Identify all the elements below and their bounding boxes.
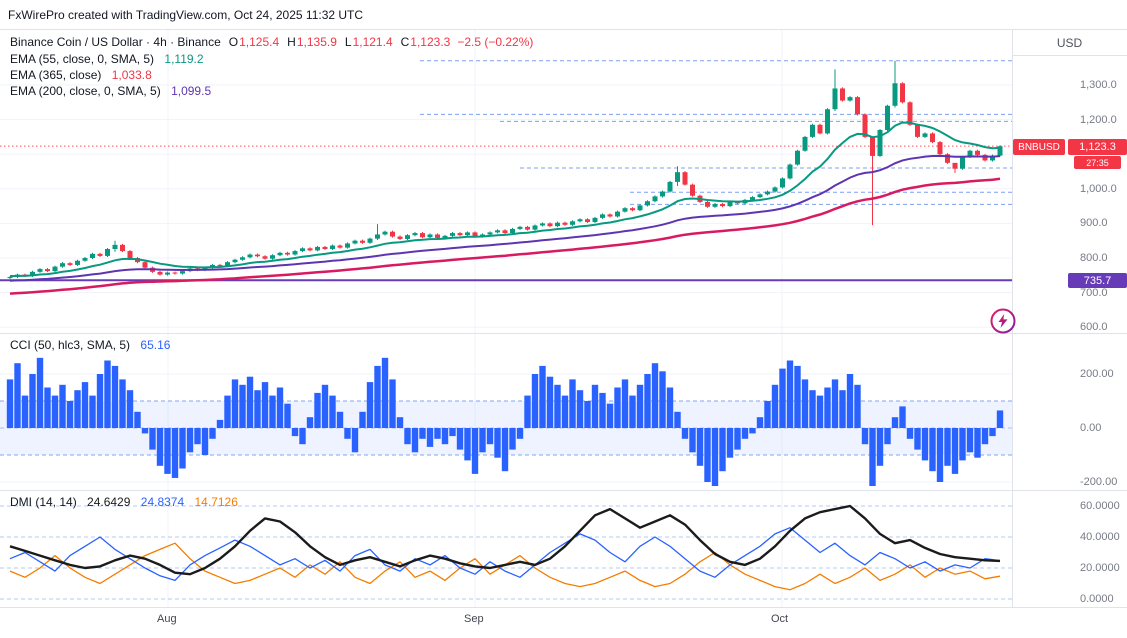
flash-icon[interactable] (988, 306, 1018, 336)
high-value: 1,135.9 (296, 35, 337, 49)
high-label: H (287, 35, 296, 49)
cci-value: 65.16 (140, 338, 171, 352)
cci-axis[interactable] (1012, 334, 1127, 490)
cci-pane-canvas[interactable] (0, 333, 1012, 490)
dmi-axis-label: 60.0000 (1080, 500, 1120, 512)
cci-axis-label: 0.00 (1080, 422, 1102, 434)
ema200-label: EMA (200, close, 0, SMA, 5) (10, 84, 161, 98)
price-axis-label: 600.0 (1080, 321, 1108, 334)
dmi-pane-canvas[interactable] (0, 490, 1012, 607)
dmi-ADX-line (9, 504, 1001, 576)
pane-divider-main-cci[interactable] (0, 333, 1127, 334)
dmi-adx-value: 24.6429 (87, 495, 131, 509)
pane-divider-cci-dmi[interactable] (0, 490, 1127, 491)
dmi-minusDI-line (9, 542, 1001, 591)
axis-currency-button[interactable]: USD (1056, 35, 1083, 50)
dmi-plus-di-value: 24.8374 (140, 495, 185, 509)
ema365-legend-row[interactable]: EMA (365, close) 1,033.8 (10, 68, 152, 83)
dmi-minus-di-value: 14.7126 (194, 495, 238, 509)
time-axis-label-oct: Oct (771, 613, 789, 625)
ema55-label: EMA (55, close, 0, SMA, 5) (10, 52, 155, 66)
dmi-axis-label: 40.0000 (1080, 531, 1120, 543)
ema-200-line (9, 154, 1001, 282)
time-axis-label-sep: Sep (464, 613, 484, 625)
open-value: 1,125.4 (239, 35, 280, 49)
bar-countdown-badge: 27:35 (1074, 156, 1121, 169)
header-divider (0, 29, 1127, 30)
cci-legend-row[interactable]: CCI (50, hlc3, SMA, 5) 65.16 (10, 338, 170, 353)
price-axis-label: 1,200.0 (1080, 113, 1117, 126)
price-axis-label: 1,000.0 (1080, 182, 1117, 195)
close-label: C (400, 35, 410, 49)
low-value: 1,121.4 (352, 35, 393, 49)
support-level-badge: 735.7 (1068, 273, 1127, 288)
ema200-legend-row[interactable]: EMA (200, close, 0, SMA, 5) 1,099.5 (10, 84, 211, 99)
ema-365-line (9, 177, 1001, 295)
open-label: O (228, 35, 239, 49)
dmi-plusDI-line (9, 527, 1001, 582)
ema-55-line (9, 121, 1001, 278)
symbol-title: Binance Coin / US Dollar · 4h · Binance (10, 35, 221, 49)
ema55-value: 1,119.2 (164, 52, 204, 66)
ema200-value: 1,099.5 (171, 84, 212, 98)
last-price-badge: 1,123.3 (1068, 139, 1127, 155)
flash-icon-svg (990, 308, 1016, 334)
ema365-value: 1,033.8 (111, 68, 152, 82)
price-chart-canvas[interactable] (0, 30, 1012, 333)
dmi-label: DMI (14, 14) (10, 495, 77, 509)
change-value: −2.5 (−0.22%) (457, 35, 534, 49)
symbol-legend-row[interactable]: Binance Coin / US Dollar · 4h · Binance O… (10, 35, 533, 50)
dmi-axis-label: 0.0000 (1080, 593, 1114, 605)
price-axis-label: 1,300.0 (1080, 79, 1117, 91)
dmi-legend-row[interactable]: DMI (14, 14) 24.6429 24.8374 14.7126 (10, 495, 238, 510)
low-label: L (344, 35, 352, 49)
credit-text: FxWirePro created with TradingView.com, … (8, 8, 364, 22)
time-axis-divider (0, 607, 1127, 608)
price-axis-label: 800.0 (1080, 252, 1108, 264)
ema365-label: EMA (365, close) (10, 68, 102, 82)
price-axis-label: 700.0 (1080, 286, 1108, 299)
cci-label: CCI (50, hlc3, SMA, 5) (10, 338, 131, 352)
cci-axis-label: -200.00 (1080, 476, 1118, 488)
dmi-axis-label: 20.0000 (1080, 562, 1120, 574)
axis-currency-divider (1012, 55, 1127, 56)
cci-histogram (6, 357, 1004, 486)
close-value: 1,123.3 (410, 35, 451, 49)
time-axis-label-aug: Aug (157, 613, 177, 625)
cci-axis-label: 200.00 (1080, 368, 1114, 380)
price-axis-label: 900.0 (1080, 217, 1108, 230)
symbol-price-flag: BNBUSD (1013, 139, 1065, 155)
ema55-legend-row[interactable]: EMA (55, close, 0, SMA, 5) 1,119.2 (10, 52, 204, 67)
